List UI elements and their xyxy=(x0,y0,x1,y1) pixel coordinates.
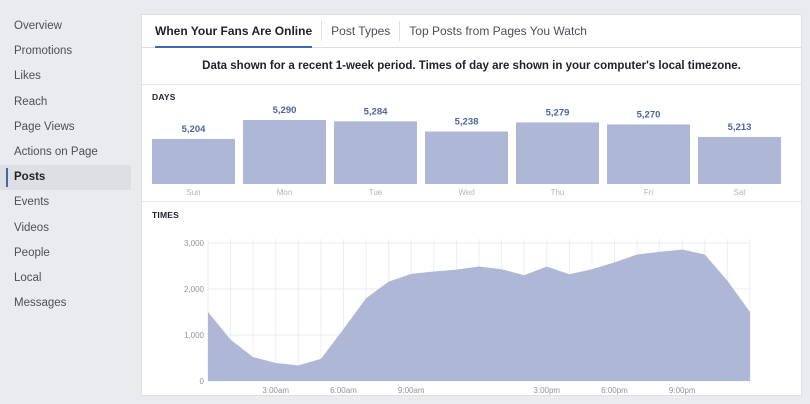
insights-panel: When Your Fans Are Online Post Types Top… xyxy=(141,14,802,396)
day-value-label: 5,204 xyxy=(182,124,206,135)
tab-when-fans-online[interactable]: When Your Fans Are Online xyxy=(146,15,321,48)
y-tick-label: 2,000 xyxy=(184,285,205,294)
day-axis-label: Mon xyxy=(277,188,293,197)
tab-divider xyxy=(399,21,401,41)
day-axis-label: Sun xyxy=(186,188,200,197)
times-section-title: TIMES xyxy=(152,210,179,220)
day-axis-label: Fri xyxy=(644,188,654,197)
x-tick-label: 6:00am xyxy=(330,386,357,395)
days-section-title: DAYS xyxy=(152,92,176,102)
sidebar-item-actions-on-page[interactable]: Actions on Page xyxy=(14,145,98,158)
y-tick-label: 1,000 xyxy=(184,331,205,340)
sidebar-item-likes[interactable]: Likes xyxy=(14,70,41,83)
x-tick-label: 9:00pm xyxy=(669,386,696,395)
day-bar-sat[interactable] xyxy=(698,136,781,184)
x-tick-label: 3:00am xyxy=(262,386,289,395)
tab-bar: When Your Fans Are Online Post Types Top… xyxy=(142,15,801,48)
tab-divider xyxy=(321,21,323,41)
sidebar-item-people[interactable]: People xyxy=(14,246,50,259)
fans-online-area[interactable] xyxy=(208,249,750,381)
day-value-label: 5,213 xyxy=(728,122,752,133)
y-tick-label: 0 xyxy=(200,377,205,386)
day-axis-label: Thu xyxy=(551,188,565,197)
x-tick-label: 9:00am xyxy=(398,386,425,395)
times-area-chart: 0 1,000 2,000 3,000 3:00am 6:00am 9:00am 3:00pm… xyxy=(184,239,751,395)
day-value-label: 5,238 xyxy=(455,116,479,127)
day-value-label: 5,290 xyxy=(273,105,297,116)
sidebar-item-messages[interactable]: Messages xyxy=(14,297,67,310)
day-value-label: 5,279 xyxy=(546,107,570,118)
sidebar-item-reach[interactable]: Reach xyxy=(14,95,48,108)
sidebar-item-posts[interactable]: Posts xyxy=(0,165,131,191)
day-bar-thu[interactable] xyxy=(516,122,599,184)
section-divider xyxy=(142,201,801,202)
day-bar-fri[interactable] xyxy=(607,124,690,184)
x-tick-label: 3:00pm xyxy=(533,386,560,395)
day-value-label: 5,284 xyxy=(364,106,388,117)
x-tick-label: 6:00pm xyxy=(601,386,628,395)
sidebar-item-videos[interactable]: Videos xyxy=(14,221,49,234)
days-bar-chart: 5,204 Sun 5,290 Mon 5,284 Tue 5,238 Wed 5,279 Thu… xyxy=(152,105,781,197)
day-bar-mon[interactable] xyxy=(243,120,326,184)
day-axis-label: Tue xyxy=(369,188,383,197)
timezone-notice: Data shown for a recent 1-week period. T… xyxy=(142,48,801,85)
day-bar-sun[interactable] xyxy=(152,138,235,184)
tab-post-types[interactable]: Post Types xyxy=(331,24,391,38)
tab-top-posts[interactable]: Top Posts from Pages You Watch xyxy=(409,24,587,38)
sidebar-item-overview[interactable]: Overview xyxy=(14,20,62,32)
sidebar-item-events[interactable]: Events xyxy=(14,196,50,209)
sidebar-item-promotions[interactable]: Promotions xyxy=(14,45,73,58)
sidebar-item-local[interactable]: Local xyxy=(14,271,42,284)
day-axis-label: Sat xyxy=(733,188,746,197)
day-bar-tue[interactable] xyxy=(334,121,417,184)
day-axis-label: Wed xyxy=(458,188,474,197)
y-tick-label: 3,000 xyxy=(184,239,205,248)
day-value-label: 5,270 xyxy=(637,109,661,120)
day-bar-wed[interactable] xyxy=(425,131,508,184)
sidebar-nav: Overview Promotions Likes Reach Page Vie… xyxy=(0,14,135,316)
sidebar-item-page-views[interactable]: Page Views xyxy=(14,120,75,133)
